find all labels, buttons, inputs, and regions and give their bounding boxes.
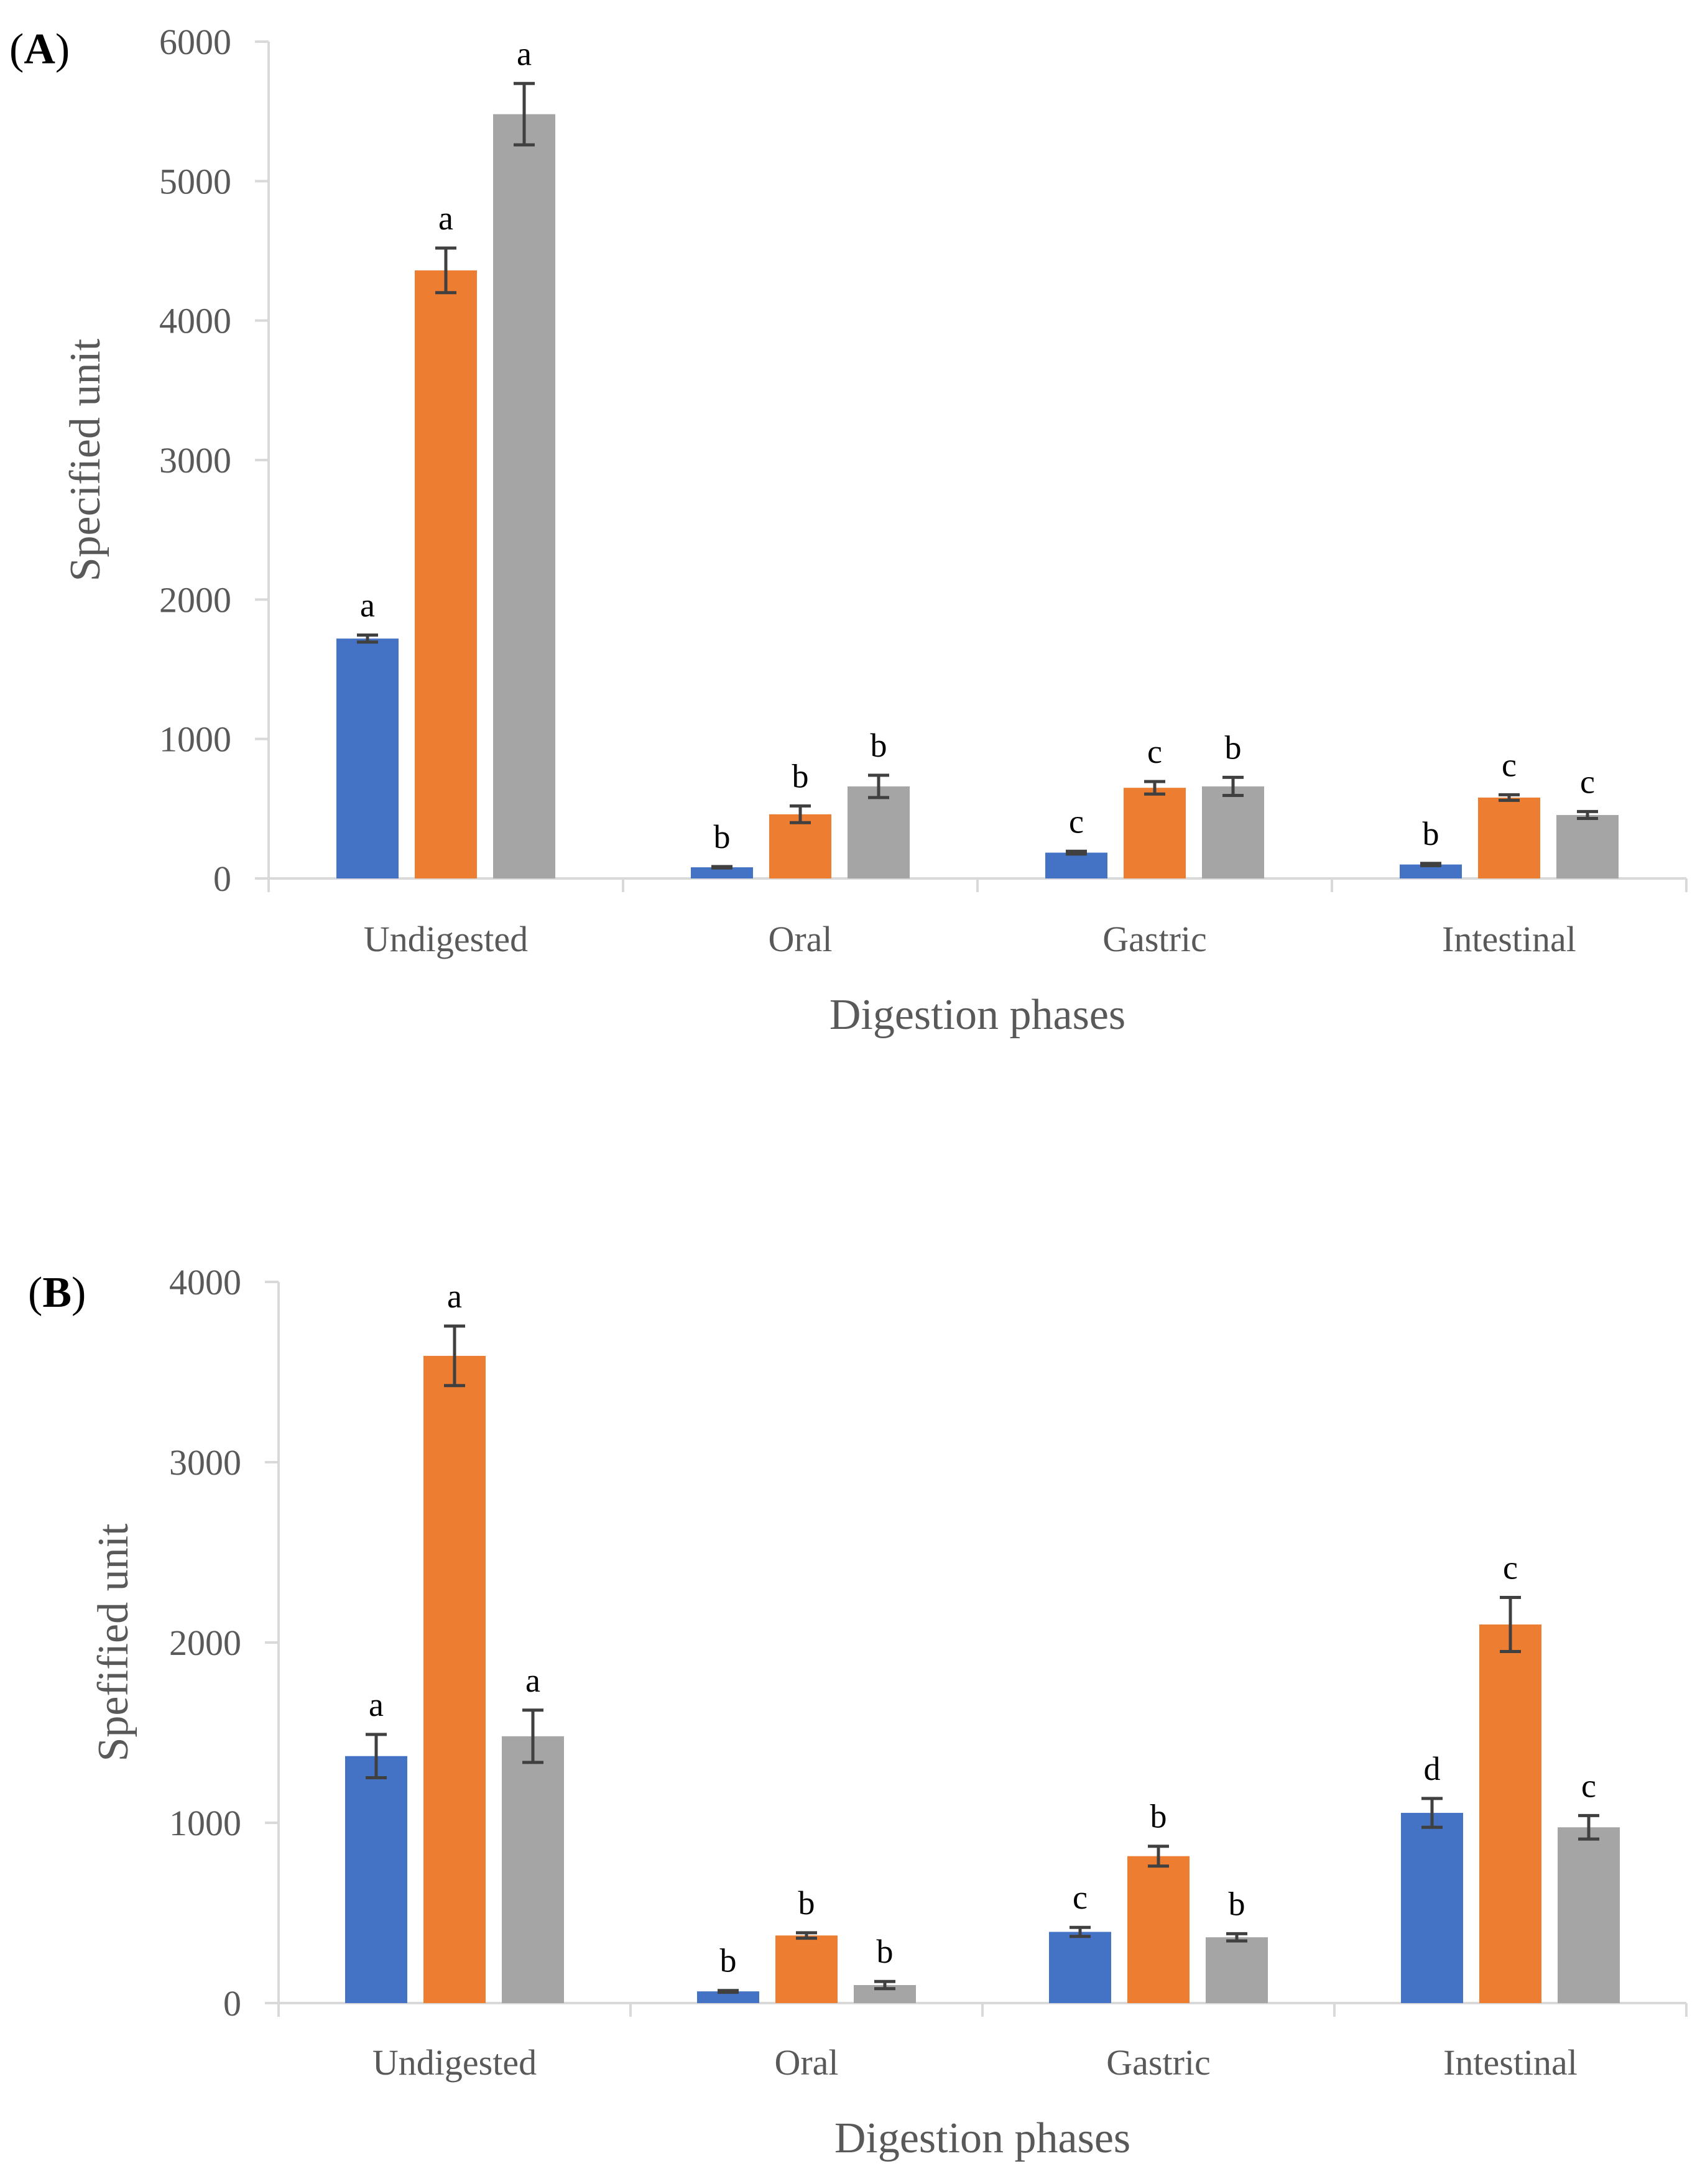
bar [493,114,555,879]
bar [1049,1932,1111,2003]
bar [415,270,477,878]
y-tick-label: 0 [213,859,231,899]
bars: a a a b b b c c b b c c [336,35,1619,879]
bar [769,814,831,878]
bar [423,1355,486,2003]
y-tick-label: 5000 [159,161,231,201]
y-tick-label: 3000 [169,1442,241,1483]
bar [1127,1856,1190,2003]
x-axis-title: Digestion phases [834,2114,1130,2162]
significance-letter: c [1147,733,1162,770]
category-label: Undigested [372,2042,537,2083]
y-tick-label: 3000 [159,440,231,481]
chart-panel-b: (B) 0 1000 2000 3000 4000 a a a b b b c b b d c c Undig… [28,1262,1688,2162]
category-label: Intestinal [1443,2042,1578,2083]
bar [1202,786,1264,878]
bar [1124,788,1186,878]
bar [1401,1813,1463,2003]
bar [691,867,753,878]
category-label: Gastric [1106,2042,1211,2083]
significance-letter: a [369,1686,384,1723]
significance-letter: c [1073,1879,1088,1916]
significance-letter: c [1581,1767,1596,1804]
bar [775,1935,838,2003]
significance-letter: a [525,1662,540,1699]
significance-letter: c [1502,746,1517,783]
bars: a a a b b b c b b d c c [345,1278,1620,2003]
significance-letter: c [1580,763,1595,800]
significance-letter: b [1225,729,1242,766]
bar [1045,852,1107,878]
category-label: Gastric [1102,919,1207,959]
x-tick-marks [267,878,1688,892]
y-tick-labels: 0 1000 2000 3000 4000 5000 6000 [159,22,269,899]
category-label: Oral [768,919,832,959]
y-tick-label: 1000 [169,1803,241,1843]
category-labels: Undigested Oral Gastric Intestinal [364,919,1576,959]
significance-letter: b [871,727,887,764]
y-tick-label: 4000 [169,1262,241,1302]
category-labels: Undigested Oral Gastric Intestinal [372,2042,1578,2083]
x-axis-title: Digestion phases [829,991,1125,1039]
y-tick-labels: 0 1000 2000 3000 4000 [169,1262,279,2024]
significance-letter: b [798,1884,815,1922]
y-tick-label: 2000 [159,579,231,620]
bar [1556,814,1619,878]
bar [1478,797,1540,878]
significance-letter: b [1150,1798,1167,1835]
significance-letter: b [720,1942,737,1979]
significance-letter: b [1229,1885,1245,1922]
bar [345,1756,407,2003]
bar [1479,1624,1541,2003]
significance-letter: a [517,35,532,72]
significance-letter: b [877,1933,894,1970]
y-axis-title: Specified unit [62,338,109,581]
category-label: Intestinal [1442,919,1576,959]
bar [1558,1827,1620,2003]
bar [697,1991,759,2003]
significance-letter: b [1423,815,1439,852]
panel-label-b: (B) [28,1269,86,1317]
category-label: Oral [774,2042,838,2083]
bar [848,786,910,878]
significance-letter: b [714,818,731,855]
significance-letter: a [438,200,453,237]
y-tick-label: 0 [223,1983,241,2024]
significance-letter: c [1069,803,1084,840]
y-tick-label: 6000 [159,22,231,62]
y-tick-label: 1000 [159,719,231,760]
x-tick-marks [277,2003,1688,2017]
y-tick-label: 2000 [169,1623,241,1663]
y-tick-label: 4000 [159,301,231,341]
bar [1400,864,1462,878]
panel-label-a: (A) [9,25,70,73]
significance-letter: c [1503,1549,1518,1587]
category-label: Undigested [364,919,528,959]
chart-panel-a: (A) 0 1000 2000 3000 4000 5000 6000 a a a b b b c c b b… [9,22,1688,1039]
significance-letter: d [1424,1750,1441,1787]
significance-letter: b [792,757,809,795]
bar [1206,1937,1268,2003]
y-axis-title: Spefified unit [90,1523,137,1762]
significance-letter: a [360,587,375,624]
bar [336,638,399,878]
significance-letter: a [447,1278,462,1315]
bar [502,1736,564,2003]
